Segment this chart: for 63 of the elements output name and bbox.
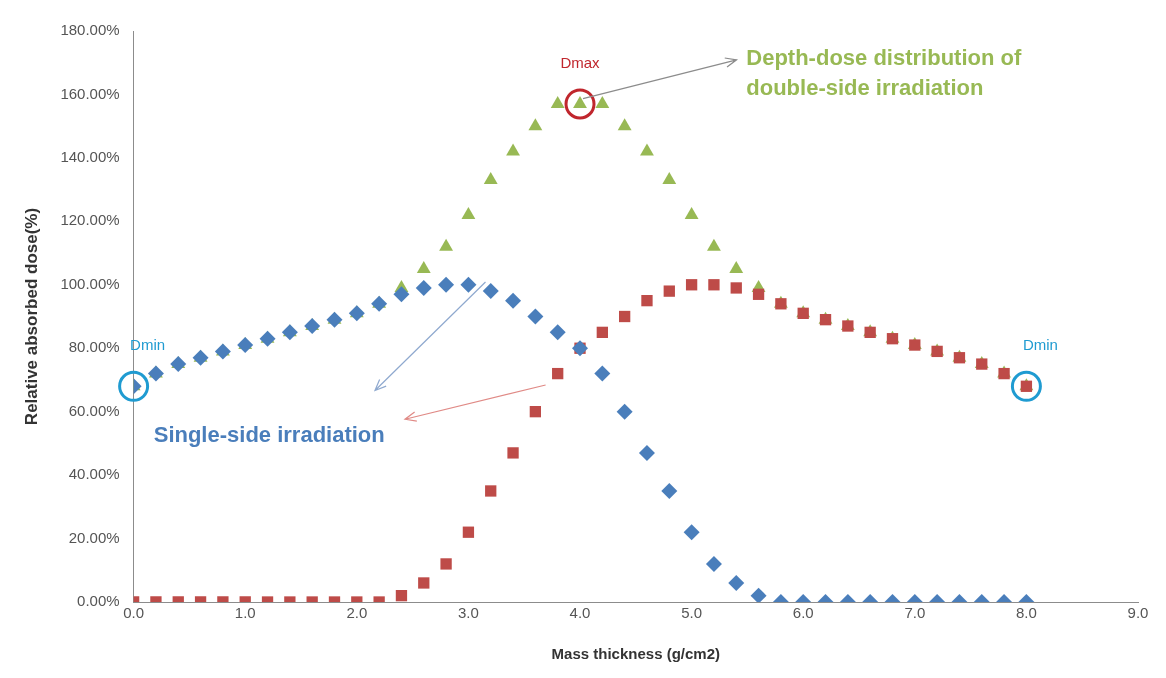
point <box>529 406 542 418</box>
point <box>708 279 720 291</box>
text: Depth-dose distribution of double-side irradiation <box>746 45 1022 101</box>
point <box>371 295 388 312</box>
x-tick-label: 8.0 <box>1015 604 1037 622</box>
y-axis-title: Relative absorbed dose(%) <box>21 207 41 426</box>
annotation: Single-side irradiation <box>153 422 385 448</box>
y-tick-label: 120.00% <box>60 211 120 229</box>
point <box>549 324 566 341</box>
point <box>304 318 321 335</box>
point <box>616 403 633 420</box>
point <box>393 286 410 303</box>
point <box>147 365 164 382</box>
point <box>259 330 276 347</box>
point <box>438 276 455 293</box>
x-tick-label: 1.0 <box>234 604 256 622</box>
point <box>170 356 187 373</box>
point <box>618 310 631 323</box>
y-tick-label: 60.00% <box>68 401 120 419</box>
point <box>527 308 544 325</box>
point <box>326 311 343 328</box>
point <box>638 444 655 461</box>
x-tick-label: 9.0 <box>1127 604 1149 622</box>
y-tick-label: 140.00% <box>60 148 120 166</box>
point <box>348 305 365 322</box>
y-tick-label: 40.00% <box>68 465 120 483</box>
point <box>507 447 519 459</box>
point <box>641 294 653 307</box>
point <box>214 343 231 360</box>
x-axis-title: Mass thickness (g/cm2) <box>551 645 721 663</box>
y-tick-label: 80.00% <box>68 338 120 356</box>
point <box>482 283 499 300</box>
y-tick-label: 0.00% <box>77 592 120 610</box>
annotation: Dmax <box>560 54 601 72</box>
point <box>752 288 765 300</box>
point <box>552 367 564 380</box>
point <box>663 285 675 297</box>
point <box>730 282 742 294</box>
point <box>661 482 678 499</box>
point <box>237 337 254 354</box>
point <box>281 324 298 341</box>
x-tick-label: 2.0 <box>346 604 368 622</box>
x-tick-label: 5.0 <box>681 604 703 622</box>
point <box>685 279 698 291</box>
point <box>594 365 611 382</box>
x-tick-label: 0.0 <box>123 604 145 622</box>
point <box>505 292 522 309</box>
y-tick-label: 160.00% <box>60 84 120 102</box>
y-tick-label: 20.00% <box>68 528 120 546</box>
x-tick-label: 3.0 <box>457 604 479 622</box>
point <box>596 326 608 339</box>
point <box>192 349 209 366</box>
point <box>415 279 432 296</box>
x-tick-label: 7.0 <box>904 604 926 622</box>
point <box>460 276 477 293</box>
y-tick-label: 100.00% <box>60 274 120 292</box>
point <box>750 587 767 602</box>
x-tick-label: 6.0 <box>792 604 814 622</box>
annotation: Dmin <box>130 336 166 354</box>
annotation: Dmin <box>1022 336 1058 354</box>
x-tick-label: 4.0 <box>569 604 591 622</box>
y-tick-label: 180.00% <box>60 21 120 39</box>
point <box>485 485 497 497</box>
